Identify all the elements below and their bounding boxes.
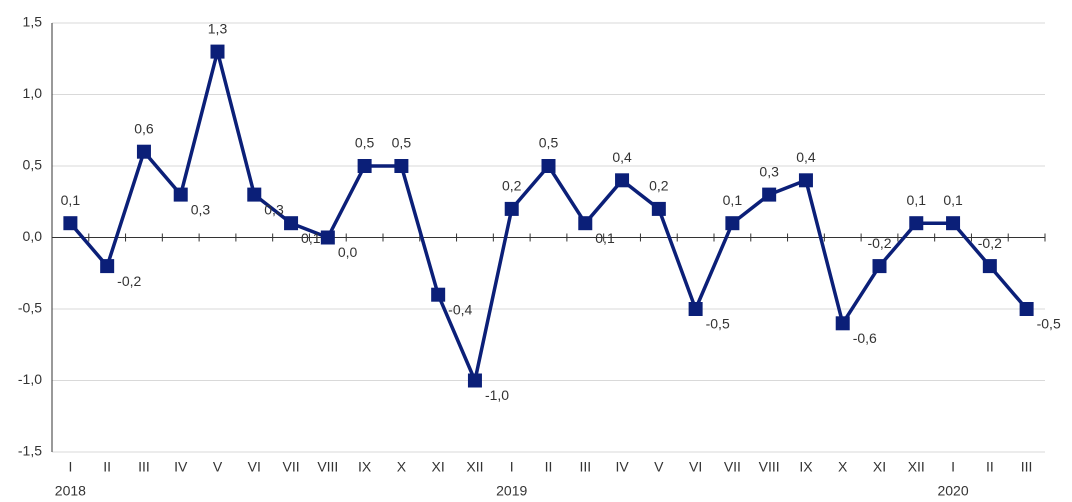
x-tick-label: VIII <box>759 459 780 475</box>
data-label: 0,5 <box>392 135 412 151</box>
marker <box>320 230 335 245</box>
data-label: -0,5 <box>1037 316 1061 332</box>
marker <box>247 187 262 202</box>
data-label: 0,0 <box>338 244 358 260</box>
line <box>69 49 1028 383</box>
data-label: 0,4 <box>796 149 816 165</box>
x-tick-label: V <box>213 459 223 475</box>
data-label: 0,3 <box>759 163 779 179</box>
data-label: -0,6 <box>853 330 877 346</box>
marker <box>578 216 593 231</box>
marker <box>394 159 409 173</box>
x-tick-label: III <box>138 459 150 475</box>
marker <box>173 187 188 202</box>
marker <box>909 216 924 231</box>
marker <box>982 259 997 274</box>
marker <box>725 216 740 231</box>
marker <box>762 187 777 202</box>
x-tick-label: VI <box>689 459 702 475</box>
x-tick-label: VII <box>724 459 741 475</box>
data-label: 0,1 <box>61 192 81 208</box>
data-label: 0,1 <box>907 192 927 208</box>
x-tick-label: III <box>1021 459 1033 475</box>
data-label: 1,3 <box>208 20 228 36</box>
data-label: 0,4 <box>612 149 632 165</box>
x-tick-label: VII <box>282 459 299 475</box>
data-label: 0,1 <box>595 230 615 246</box>
marker <box>651 201 666 216</box>
marker <box>136 144 151 159</box>
x-tick-label: I <box>951 459 955 475</box>
x-tick-label: II <box>103 459 111 475</box>
data-label: 0,5 <box>355 135 375 151</box>
data-label: -0,4 <box>448 301 472 317</box>
data-label: -1,0 <box>485 387 509 403</box>
marker <box>284 216 299 231</box>
data-label: 0,3 <box>264 201 284 217</box>
marker <box>835 316 850 331</box>
data-label: 0,1 <box>301 230 321 246</box>
x-group-label: 2018 <box>55 483 86 499</box>
data-label: 0,1 <box>943 192 963 208</box>
marker <box>63 216 78 231</box>
marker <box>1019 302 1034 316</box>
marker <box>431 287 446 302</box>
data-label: -0,2 <box>117 273 141 289</box>
x-tick-label: V <box>654 459 664 475</box>
x-tick-label: X <box>397 459 407 475</box>
y-tick-label: -1,0 <box>18 371 42 387</box>
marker <box>467 373 482 388</box>
marker <box>100 259 115 274</box>
x-tick-label: III <box>579 459 591 475</box>
data-label: 0,5 <box>539 135 559 151</box>
marker <box>688 302 703 316</box>
x-tick-label: IV <box>174 459 188 475</box>
x-tick-label: XII <box>908 459 925 475</box>
marker <box>210 44 225 59</box>
data-label: 0,6 <box>134 120 154 136</box>
marker <box>541 159 556 173</box>
data-label: 0,2 <box>649 178 669 194</box>
x-tick-label: I <box>68 459 72 475</box>
y-tick-label: 1,5 <box>23 14 43 30</box>
marker <box>615 173 630 188</box>
x-tick-label: IX <box>799 459 813 475</box>
x-tick-label: IV <box>615 459 629 475</box>
x-group-label: 2020 <box>937 483 968 499</box>
data-label: 0,2 <box>502 178 522 194</box>
marker <box>946 216 961 231</box>
y-tick-label: 1,0 <box>23 85 43 101</box>
marker <box>798 173 813 188</box>
x-tick-label: XI <box>873 459 886 475</box>
x-tick-label: I <box>510 459 514 475</box>
data-label: 0,3 <box>191 201 211 217</box>
data-label: 0,1 <box>723 192 743 208</box>
x-tick-label: VIII <box>317 459 338 475</box>
x-tick-label: X <box>838 459 848 475</box>
x-tick-label: IX <box>358 459 372 475</box>
x-tick-label: XII <box>466 459 483 475</box>
data-label: -0,5 <box>706 316 730 332</box>
x-tick-label: II <box>986 459 994 475</box>
data-label: -0,2 <box>867 235 891 251</box>
y-tick-label: -0,5 <box>18 300 42 316</box>
x-tick-label: XI <box>432 459 445 475</box>
data-label: -0,2 <box>978 235 1002 251</box>
y-tick-label: 0,5 <box>23 157 43 173</box>
x-tick-label: II <box>545 459 553 475</box>
marker <box>504 201 519 216</box>
x-group-label: 2019 <box>496 483 527 499</box>
y-tick-label: -1,5 <box>18 443 42 459</box>
x-tick-label: VI <box>248 459 261 475</box>
marker <box>357 159 372 173</box>
marker <box>872 259 887 274</box>
y-tick-label: 0,0 <box>23 228 43 244</box>
